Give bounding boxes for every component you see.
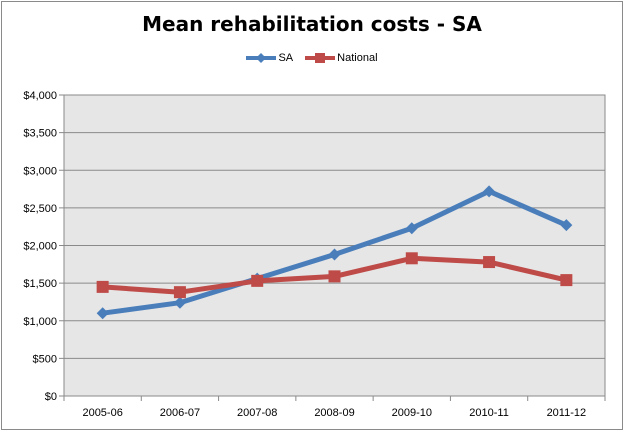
x-tick-label: 2008-09 (314, 407, 354, 419)
data-point-sa (560, 219, 573, 232)
legend-swatch-sa (246, 53, 277, 63)
legend: SA National (0, 52, 624, 64)
legend-item-sa: SA (246, 52, 293, 64)
data-point-sa (173, 296, 186, 309)
data-point-sa (328, 248, 341, 261)
chart-title: Mean rehabilitation costs - SA (142, 12, 482, 36)
data-point-sa (96, 307, 109, 320)
x-tick-label: 2011-12 (547, 407, 587, 419)
y-tick-label: $1,500 (23, 278, 57, 290)
legend-item-national: National (305, 52, 378, 64)
legend-marker-national (315, 53, 326, 63)
legend-swatch-national (305, 53, 336, 63)
y-tick-label: $2,500 (23, 203, 57, 215)
legend-label-sa: SA (278, 52, 294, 64)
x-tick-label: 2010-11 (469, 407, 509, 419)
y-tick-label: $0 (45, 391, 57, 403)
x-tick-label: 2007-08 (237, 407, 277, 419)
y-tick-label: $3,000 (23, 165, 57, 177)
y-tick-label: $1,000 (23, 316, 57, 328)
data-point-national (173, 286, 186, 299)
data-point-national (405, 252, 418, 265)
x-tick-label: 2009-10 (392, 407, 432, 419)
y-tick-label: $3,500 (23, 128, 57, 140)
data-point-national (328, 270, 341, 283)
legend-label-national: National (337, 52, 378, 64)
x-tick-label: 2006-07 (160, 407, 200, 419)
data-point-national (96, 280, 109, 293)
data-point-national (251, 274, 264, 287)
y-tick-label: $4,000 (23, 90, 57, 102)
y-tick-label: $500 (33, 353, 57, 365)
x-tick-label: 2005-06 (82, 407, 122, 419)
data-point-sa (405, 222, 418, 235)
legend-marker-sa (256, 53, 267, 63)
y-tick-label: $2,000 (23, 241, 57, 253)
data-point-national (483, 256, 496, 269)
data-point-national (560, 274, 573, 287)
data-point-sa (483, 185, 496, 198)
